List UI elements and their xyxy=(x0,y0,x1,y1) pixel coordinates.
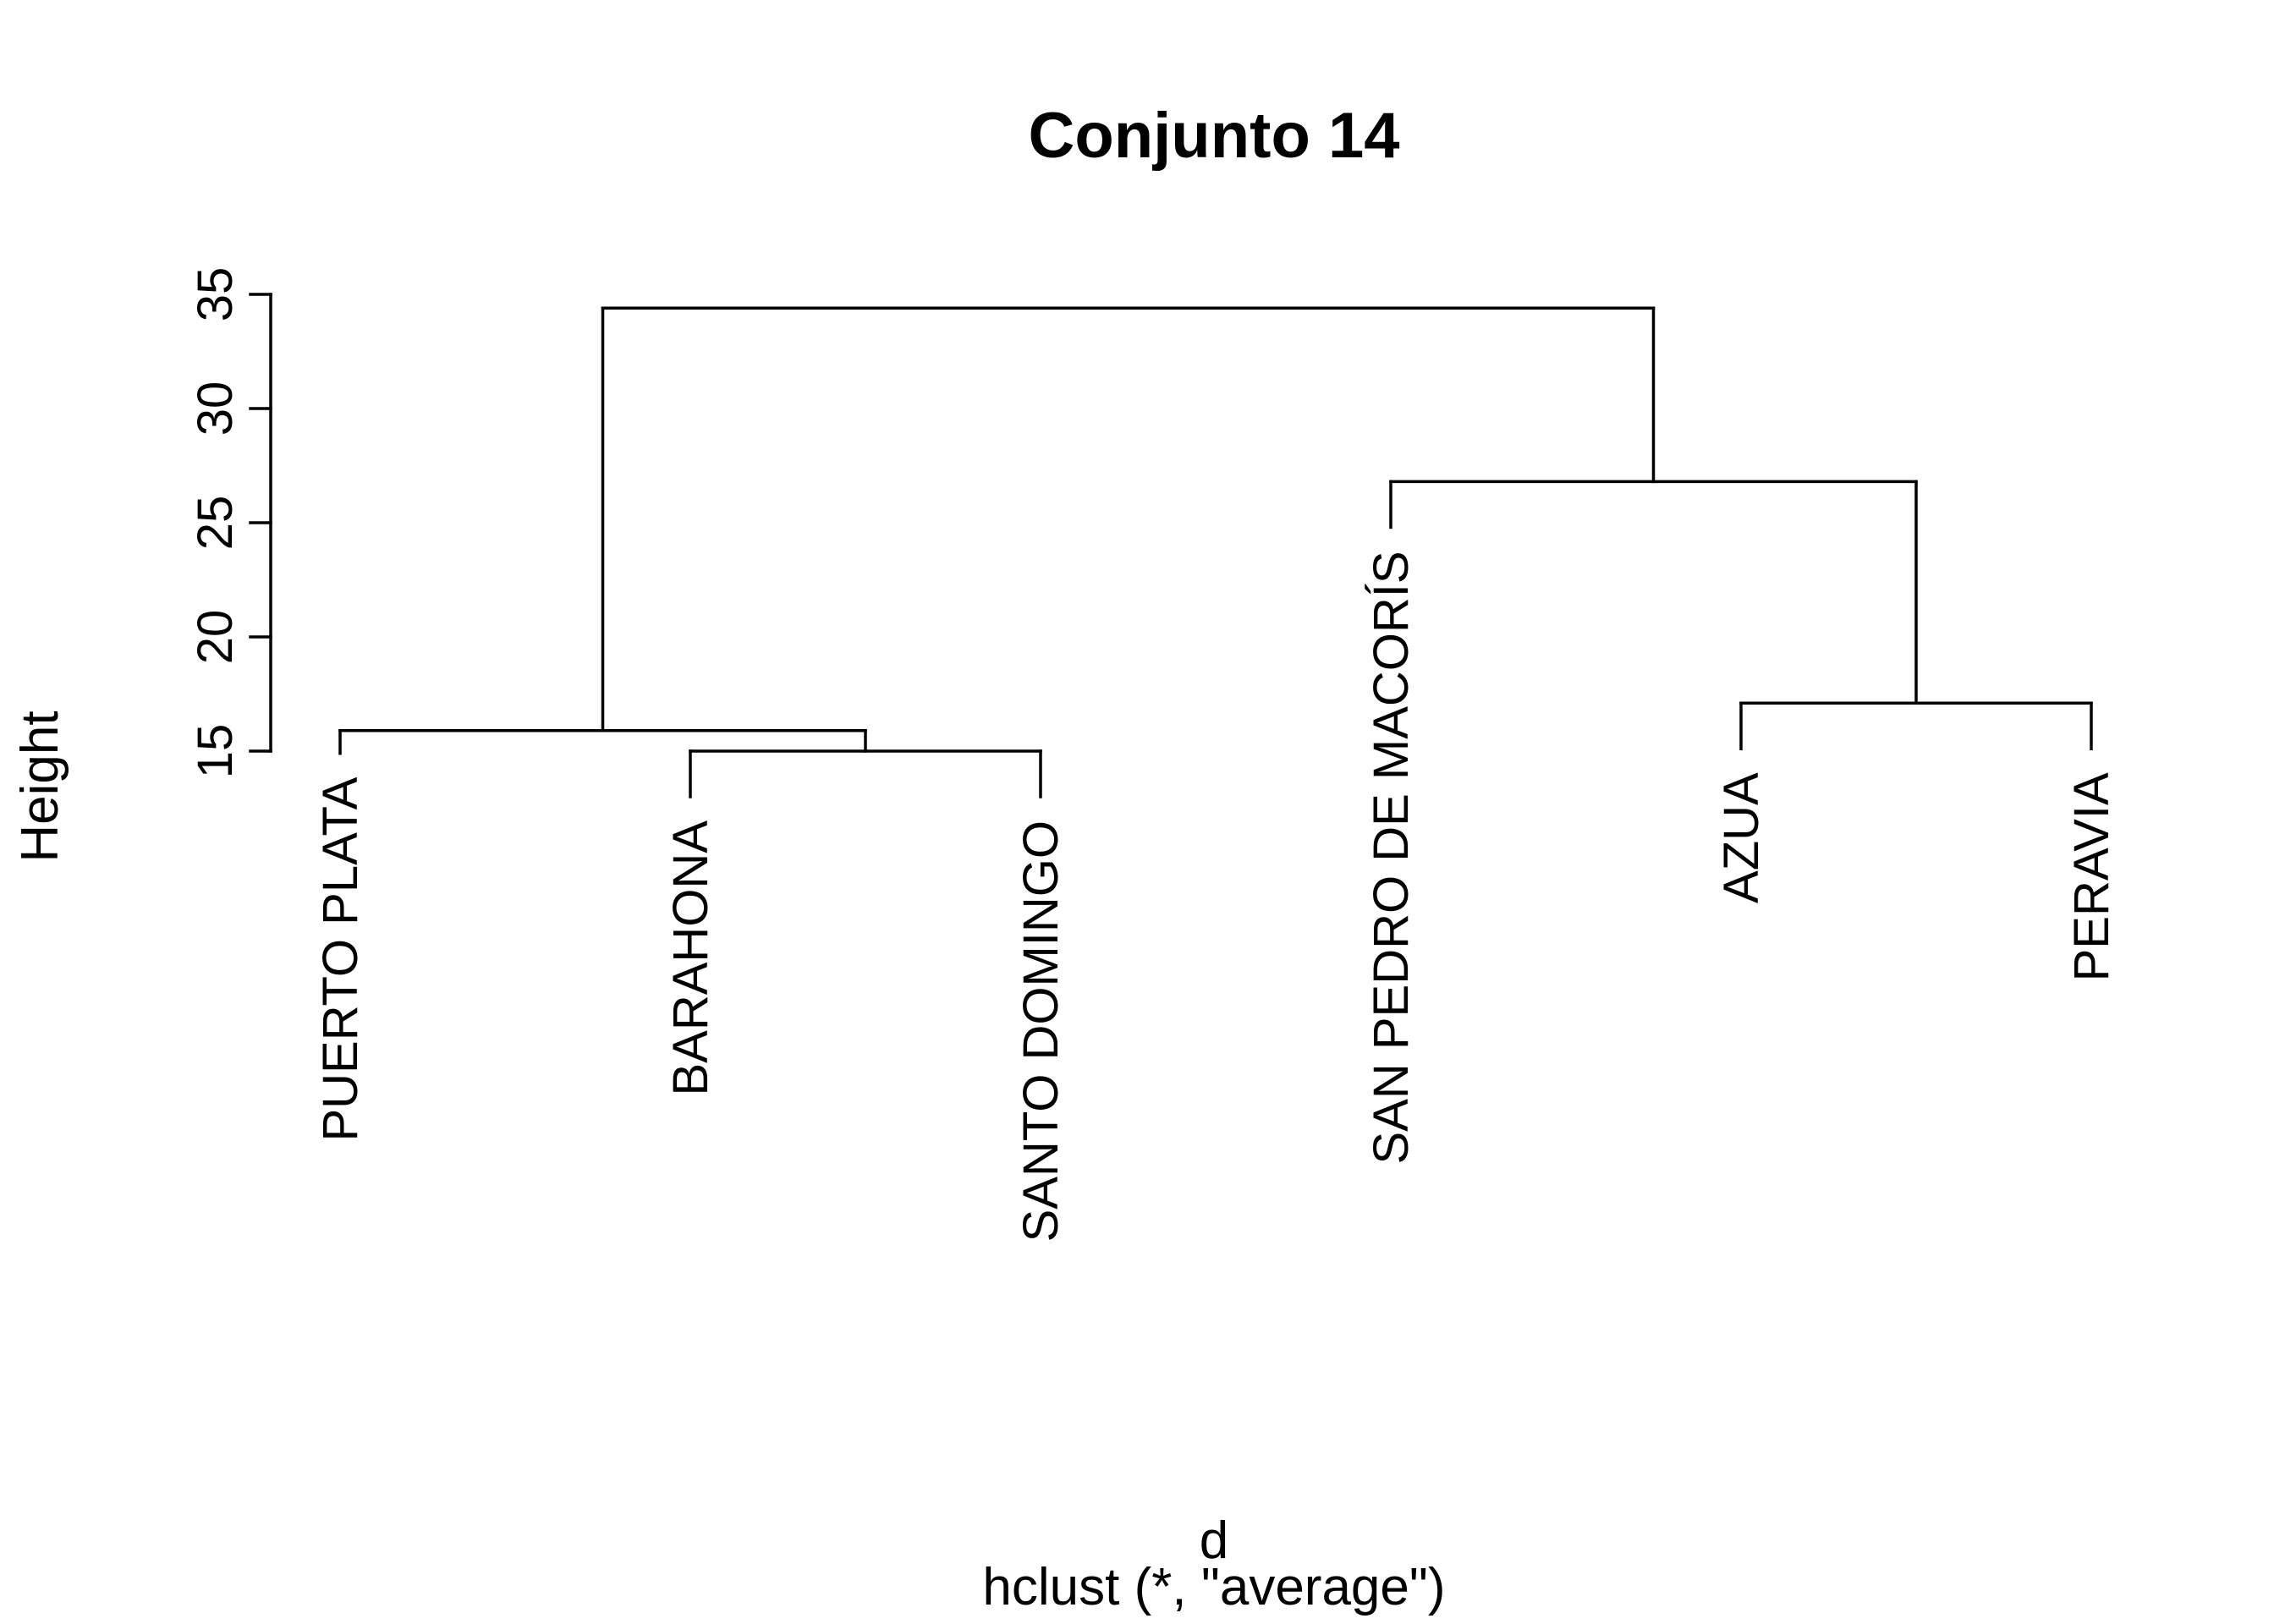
y-axis-title: Height xyxy=(11,710,69,862)
y-tick-label: 30 xyxy=(188,381,243,436)
chart-title: Conjunto 14 xyxy=(1028,100,1399,172)
y-tick-label: 20 xyxy=(188,610,243,665)
y-tick-label: 25 xyxy=(188,496,243,551)
y-tick-label: 15 xyxy=(188,724,243,779)
leaf-label: BARAHONA xyxy=(663,820,718,1096)
leaf-label: PERAVIA xyxy=(2064,772,2119,981)
leaf-label: SANTO DOMINGO xyxy=(1013,820,1068,1242)
x-axis-subtitle: hclust (*, "average") xyxy=(982,1558,1445,1616)
y-tick-label: 35 xyxy=(188,267,243,322)
y-axis: 15 20 25 30 35 xyxy=(188,267,272,779)
leaf-label: AZUA xyxy=(1714,772,1769,903)
leaf-label: PUERTO PLATA xyxy=(313,776,368,1141)
leaf-label: SAN PEDRO DE MACORÍS xyxy=(1364,551,1419,1164)
x-axis-title: d xyxy=(1200,1512,1228,1570)
leaf-labels: PUERTO PLATA BARAHONA SANTO DOMINGO SAN PED… xyxy=(313,551,2119,1242)
dendrogram-links xyxy=(338,306,2093,798)
